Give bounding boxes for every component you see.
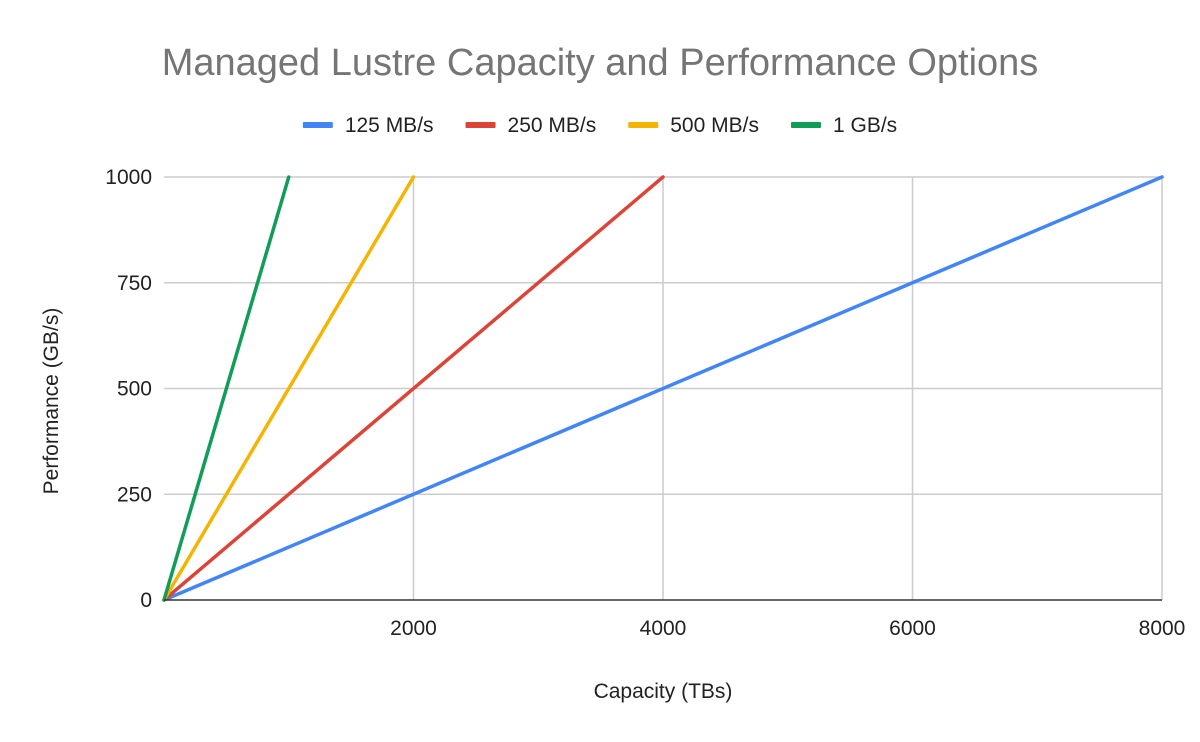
series-lines [162,175,1164,602]
series-line-3 [162,175,416,602]
legend-label: 125 MB/s [345,114,434,137]
y-tick-label: 750 [117,272,152,295]
y-tick-label: 500 [117,378,152,401]
legend-swatch [302,122,333,128]
y-tick-label: 1000 [105,166,152,189]
legend-item: 125 MB/s [302,114,434,137]
x-tick-label: 6000 [889,617,936,640]
chart-title: Managed Lustre Capacity and Performance … [162,42,1039,84]
legend-label: 1 GB/s [833,114,897,137]
y-tick-label: 250 [117,483,152,506]
x-tick-label: 4000 [640,617,687,640]
legend-label: 250 MB/s [508,114,597,137]
y-tick-label: 0 [140,589,152,612]
y-axis-title: Performance (GB/s) [40,308,63,495]
series-line-4 [162,175,291,602]
legend-swatch [790,122,821,128]
legend-item: 500 MB/s [628,114,759,137]
legend-item: 1 GB/s [790,114,897,137]
legend-swatch [628,122,659,128]
legend-item: 250 MB/s [465,114,597,137]
y-axis-ticks: 0 250 500 750 1000 [105,166,152,612]
x-axis-title: Capacity (TBs) [594,680,733,703]
x-axis-ticks: 2000 4000 6000 8000 [390,617,1185,640]
legend-swatch [465,122,496,128]
series-line-1 [162,175,1164,602]
legend: 125 MB/s 250 MB/s 500 MB/s 1 GB/s [302,114,897,137]
x-tick-label: 2000 [390,617,437,640]
series-line-2 [162,175,665,602]
x-tick-label: 8000 [1139,617,1186,640]
legend-label: 500 MB/s [670,114,759,137]
